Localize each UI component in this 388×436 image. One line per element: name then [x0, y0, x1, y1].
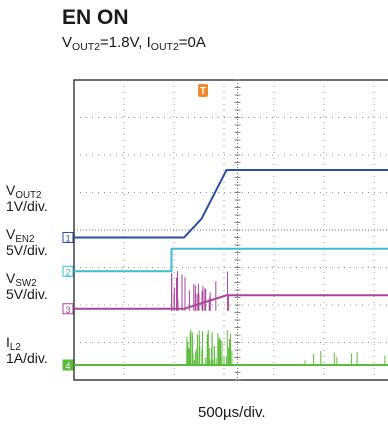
channel-marker-label: 3 — [65, 305, 70, 315]
trigger-marker-label: T — [200, 86, 206, 97]
trace-3 — [74, 294, 388, 310]
channel-marker-4 — [62, 359, 74, 371]
channel-label-il2: IL2 1A/div. — [6, 334, 48, 366]
channel-label-vsw2: VSW2 5V/div. — [6, 270, 48, 302]
channel-marker-2 — [62, 265, 74, 277]
channel-marker-3 — [62, 303, 74, 315]
channel-marker-label: 4 — [65, 361, 70, 371]
chart-subtitle: VOUT2=1.8V, IOUT2=0A — [62, 34, 206, 53]
trace-1 — [74, 169, 388, 239]
trigger-marker — [198, 84, 208, 97]
channel-marker-label: 1 — [65, 234, 70, 244]
channel-marker-1 — [62, 232, 74, 243]
trace-2 — [74, 247, 388, 273]
x-axis-label: 500µs/div. — [198, 404, 266, 421]
channel-label-vout2: VOUT2 1V/div. — [6, 182, 48, 214]
channel-label-ven2: VEN2 5V/div. — [6, 226, 48, 258]
chart-title: EN ON — [62, 6, 129, 29]
channel-marker-label: 2 — [65, 267, 70, 277]
